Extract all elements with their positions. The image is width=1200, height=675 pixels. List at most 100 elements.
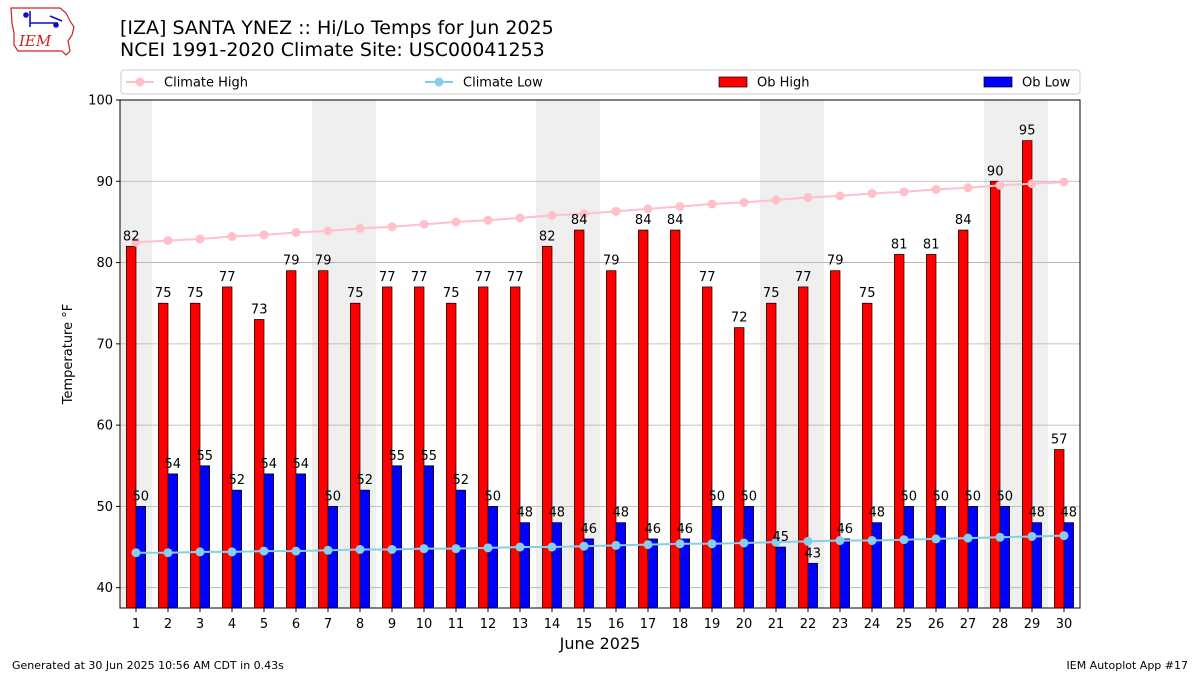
ob-high-bar xyxy=(606,270,617,609)
y-tick-label: 80 xyxy=(96,256,113,271)
ob-low-value-label: 46 xyxy=(837,522,854,537)
climate-low-point xyxy=(771,537,781,547)
x-tick-label: 28 xyxy=(992,617,1009,632)
legend-label: Ob High xyxy=(757,76,810,91)
climate-high-point xyxy=(579,209,589,219)
ob-high-value-label: 79 xyxy=(283,254,300,269)
climate-low-point xyxy=(259,546,269,556)
y-tick-label: 60 xyxy=(96,419,113,434)
ob-low-value-label: 48 xyxy=(517,506,534,521)
climate-low-point xyxy=(547,542,557,552)
climate-low-point xyxy=(803,536,813,546)
climate-high-point xyxy=(291,227,301,237)
climate-high-point xyxy=(355,223,365,233)
ob-high-value-label: 77 xyxy=(379,270,396,285)
climate-high-point xyxy=(611,206,621,216)
climate-low-point xyxy=(643,540,653,550)
ob-high-bar xyxy=(702,286,713,609)
ob-high-bar xyxy=(670,229,681,609)
climate-low-point xyxy=(451,544,461,554)
ob-high-bar xyxy=(414,286,425,609)
ob-low-bar xyxy=(903,506,914,609)
ob-low-value-label: 46 xyxy=(581,522,598,537)
ob-low-value-label: 50 xyxy=(901,489,918,504)
climate-low-point xyxy=(579,541,589,551)
y-tick-label: 90 xyxy=(96,175,113,190)
legend-item-climate-high[interactable]: Climate High xyxy=(126,76,248,91)
ob-high-value-label: 90 xyxy=(987,164,1004,179)
ob-high-bar xyxy=(350,302,361,609)
ob-low-value-label: 48 xyxy=(1029,506,1046,521)
climate-high-point xyxy=(899,187,909,197)
y-axis-label: Temperature °F xyxy=(61,304,76,405)
x-tick-label: 2 xyxy=(164,617,172,632)
climate-high-point xyxy=(1059,177,1069,187)
bars xyxy=(126,140,1074,609)
ob-low-value-label: 54 xyxy=(165,457,182,472)
climate-low-point xyxy=(355,544,365,554)
y-tick-label: 70 xyxy=(96,337,113,352)
climate-high-point xyxy=(515,213,525,223)
ob-high-bar xyxy=(862,302,873,609)
x-tick-label: 14 xyxy=(544,617,561,632)
x-tick-label: 10 xyxy=(416,617,433,632)
ob-high-value-label: 77 xyxy=(219,270,236,285)
app-credit: IEM Autoplot App #17 xyxy=(1066,659,1189,672)
ob-high-value-label: 81 xyxy=(891,237,908,252)
ob-low-bar xyxy=(327,506,338,609)
legend-item-climate-low[interactable]: Climate Low xyxy=(425,76,543,91)
ob-high-value-label: 73 xyxy=(251,302,268,317)
x-tick-label: 22 xyxy=(800,617,817,632)
legend[interactable]: Climate High Climate Low Ob High Ob Low xyxy=(120,69,1081,95)
x-tick-label: 18 xyxy=(672,617,689,632)
ob-high-bar xyxy=(542,245,553,609)
legend-label: Climate Low xyxy=(463,76,543,91)
legend-item-ob-low[interactable]: Ob Low xyxy=(983,76,1071,91)
x-tick-label: 20 xyxy=(736,617,753,632)
climate-high-point xyxy=(483,215,493,225)
ob-high-bar xyxy=(958,229,969,609)
ob-high-value-label: 72 xyxy=(731,311,748,326)
x-tick-label: 29 xyxy=(1024,617,1041,632)
ob-low-bar xyxy=(743,506,754,609)
x-tick-label: 27 xyxy=(960,617,977,632)
climate-low-point xyxy=(1027,531,1037,541)
ob-high-value-label: 77 xyxy=(475,270,492,285)
x-tick-label: 25 xyxy=(896,617,913,632)
climate-low-point xyxy=(707,539,717,549)
ob-high-bar xyxy=(158,302,169,609)
ob-high-value-label: 75 xyxy=(187,286,204,301)
ob-low-value-label: 48 xyxy=(869,506,886,521)
ob-low-value-label: 50 xyxy=(485,489,502,504)
ob-high-value-label: 57 xyxy=(1051,433,1068,448)
ob-high-value-label: 95 xyxy=(1019,124,1036,139)
climate-low-point xyxy=(419,544,429,554)
ob-low-value-label: 45 xyxy=(773,530,790,545)
climate-low-point xyxy=(675,539,685,549)
x-tick-label: 13 xyxy=(512,617,529,632)
ob-high-value-label: 77 xyxy=(795,270,812,285)
ob-low-value-label: 52 xyxy=(357,473,374,488)
ob-low-bar xyxy=(615,522,626,609)
legend-bar-swatch xyxy=(718,76,748,88)
climate-high-point xyxy=(707,199,717,209)
x-tick-label: 9 xyxy=(388,617,396,632)
chart-title: [IZA] SANTA YNEZ :: Hi/Lo Temps for Jun … xyxy=(120,17,554,39)
x-tick-label: 4 xyxy=(228,617,236,632)
ob-low-value-label: 55 xyxy=(389,449,406,464)
ob-high-value-label: 84 xyxy=(667,213,684,228)
climate-high-point xyxy=(835,191,845,201)
climate-low-point xyxy=(323,545,333,555)
y-tick-label: 100 xyxy=(88,94,113,109)
ob-high-bar xyxy=(1054,449,1065,609)
ob-high-bar xyxy=(478,286,489,609)
climate-high-point xyxy=(643,204,653,214)
ob-high-value-label: 77 xyxy=(411,270,428,285)
ob-low-value-label: 46 xyxy=(645,522,662,537)
x-tick-label: 5 xyxy=(260,617,268,632)
ob-low-value-label: 50 xyxy=(997,489,1014,504)
ob-low-value-label: 50 xyxy=(325,489,342,504)
legend-item-ob-high[interactable]: Ob High xyxy=(718,76,810,91)
ob-high-value-label: 75 xyxy=(347,286,364,301)
ob-high-value-label: 84 xyxy=(955,213,972,228)
